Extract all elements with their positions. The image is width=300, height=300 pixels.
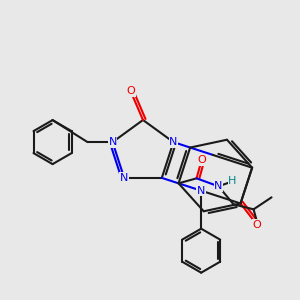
Text: N: N [120,173,128,183]
Text: H: H [228,176,237,186]
Text: N: N [214,181,223,191]
Text: O: O [253,220,262,230]
Text: O: O [197,155,206,165]
Text: O: O [126,86,135,96]
Text: N: N [169,137,178,147]
Text: N: N [108,137,117,147]
Text: N: N [197,186,206,196]
